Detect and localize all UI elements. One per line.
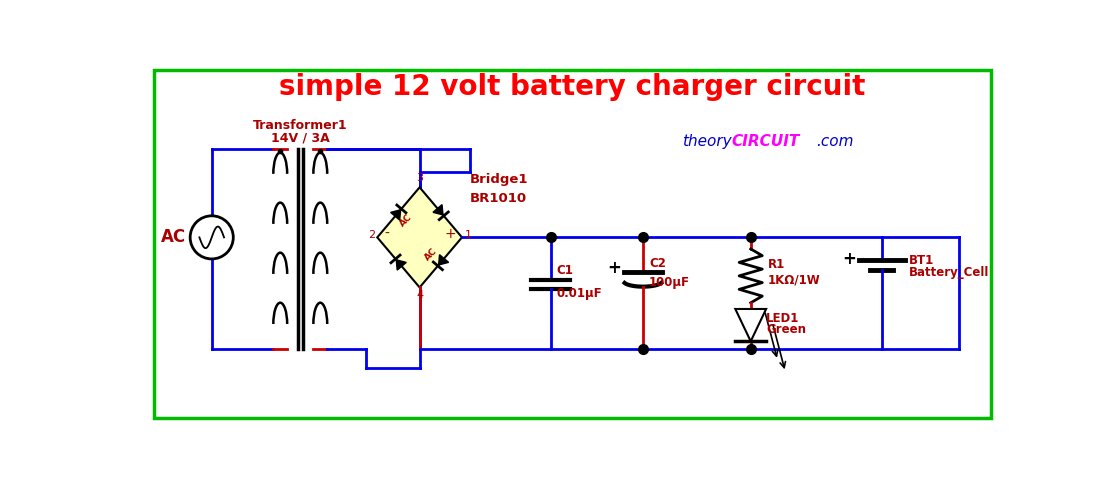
Text: 100μF: 100μF xyxy=(649,276,690,289)
Text: .com: .com xyxy=(817,134,853,149)
Text: simple 12 volt battery charger circuit: simple 12 volt battery charger circuit xyxy=(279,73,866,101)
Text: Battery_Cell: Battery_Cell xyxy=(908,266,989,279)
Text: 4: 4 xyxy=(416,290,423,300)
Text: C2: C2 xyxy=(649,256,666,270)
Polygon shape xyxy=(391,210,401,220)
Polygon shape xyxy=(433,205,443,215)
Text: AC: AC xyxy=(398,213,413,228)
Text: +: + xyxy=(445,227,456,241)
Text: Green: Green xyxy=(766,323,806,336)
Text: theory: theory xyxy=(681,134,732,149)
Text: +: + xyxy=(608,259,621,277)
Text: 3: 3 xyxy=(417,173,423,183)
Text: BT1: BT1 xyxy=(908,254,934,267)
Text: CIRCUIT: CIRCUIT xyxy=(732,134,800,149)
Text: R1: R1 xyxy=(767,258,785,271)
Text: -: - xyxy=(384,227,389,241)
Text: 1KΩ/1W: 1KΩ/1W xyxy=(767,273,820,286)
Text: Bridge1: Bridge1 xyxy=(469,173,528,186)
Text: 2: 2 xyxy=(367,230,375,240)
Text: AC: AC xyxy=(161,228,185,246)
Text: 1: 1 xyxy=(465,230,472,240)
Polygon shape xyxy=(378,187,462,287)
Polygon shape xyxy=(397,260,407,270)
Text: AC: AC xyxy=(423,246,439,262)
Polygon shape xyxy=(439,255,449,265)
Text: C1: C1 xyxy=(556,264,573,277)
Text: +: + xyxy=(842,250,857,268)
Circle shape xyxy=(190,216,233,259)
Text: 0.01μF: 0.01μF xyxy=(556,287,602,300)
Text: Transformer1: Transformer1 xyxy=(252,119,347,132)
Text: BR1010: BR1010 xyxy=(469,192,527,205)
Text: LED1: LED1 xyxy=(766,312,800,325)
Text: 14V / 3A: 14V / 3A xyxy=(271,131,330,144)
Polygon shape xyxy=(735,309,766,341)
